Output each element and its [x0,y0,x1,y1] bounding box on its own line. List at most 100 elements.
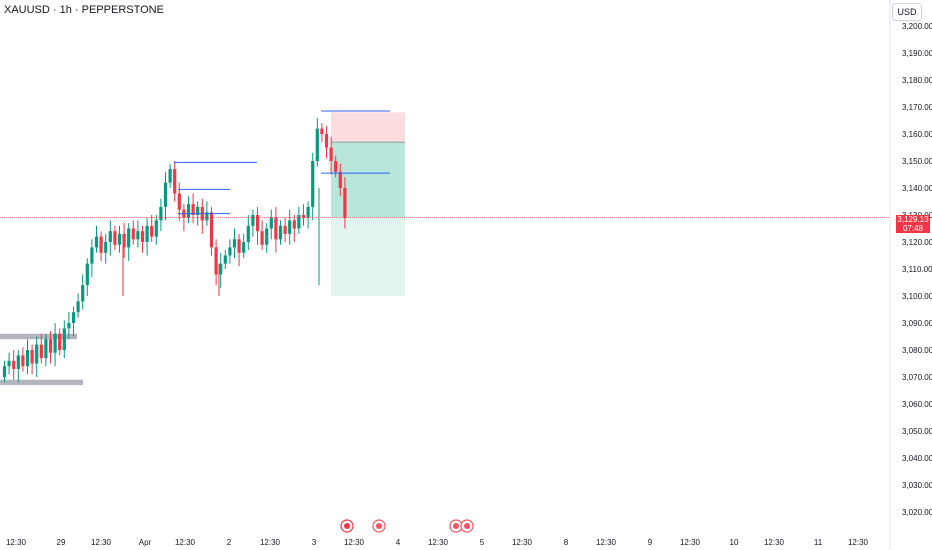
y-tick-label: 3,030.00 [902,481,932,490]
x-tick-label: 12:30 [764,538,785,547]
candle-body [246,225,250,242]
lightning-icon-dot [344,523,350,529]
candle-body [196,206,200,215]
candle-body [209,212,214,248]
candle-body [173,169,177,194]
candle-body [62,328,66,350]
candle-body [214,247,218,275]
candle-body [7,360,11,367]
y-tick-label: 3,060.00 [902,400,932,409]
candle-body [113,231,117,245]
currency-selector[interactable]: USD [892,3,922,21]
x-tick-label: 12:30 [6,538,27,547]
candle-body [269,217,273,229]
x-tick-label: 12:30 [91,538,112,547]
candle-body [219,263,223,275]
x-tick-label: 10 [730,538,739,547]
candle-body [21,355,25,367]
candle-body [223,255,227,264]
countdown-value: 07:48 [902,224,924,233]
us-flag-icon-dot [376,523,382,529]
candle-body [39,344,43,359]
y-tick-label: 3,090.00 [902,319,932,328]
support-zone[interactable] [0,379,83,386]
x-tick-label: 11 [814,538,823,547]
candle-body [122,233,126,248]
x-tick-label: 12:30 [848,538,869,547]
y-tick-label: 3,110.00 [902,265,932,274]
candle-body [251,215,255,226]
x-tick-label: 5 [480,538,485,547]
candle-body [53,333,57,353]
candle-body [343,188,347,218]
candle-body [260,231,264,245]
y-tick-label: 3,050.00 [902,427,932,436]
candle-body [315,128,319,161]
candle-body [76,301,80,313]
candle-body [237,239,241,253]
candle-body [117,233,122,245]
candle-body [81,285,85,302]
us-flag-icon-dot [464,523,470,529]
candle-body [334,161,338,172]
x-tick-label: 12:30 [428,538,449,547]
y-tick-label: 3,160.00 [902,130,932,139]
y-tick-label: 3,080.00 [902,346,932,355]
candle-body [186,204,191,218]
x-tick-label: Apr [139,538,152,547]
candle-body [140,231,145,242]
x-tick-label: 4 [396,538,401,547]
candle-body [274,217,278,240]
x-tick-label: 12:30 [175,538,196,547]
candle-body [30,350,34,364]
candle-body [150,225,154,237]
y-tick-label: 3,150.00 [902,157,932,166]
candle-body [154,220,158,237]
candle-body [108,231,112,242]
candle-body [145,225,149,242]
candle-body [329,147,333,161]
candle-body [12,360,16,369]
current-price-value: 3,129.13 [897,215,929,224]
candle-body [48,339,53,353]
candle-body [265,228,269,245]
profit-zone-remaining[interactable] [331,217,405,296]
candle-body [35,344,39,364]
x-tick-label: 8 [564,538,569,547]
candle-body [168,169,172,183]
candle-body [292,220,296,229]
candle-body [232,239,237,248]
profit-zone-filled[interactable] [331,142,405,218]
candle-body [25,350,30,367]
candle-body [297,215,301,229]
candle-body [94,236,99,248]
y-tick-label: 3,020.00 [902,508,932,517]
x-tick-label: 12:30 [344,538,365,547]
candle-body [159,206,163,221]
candle-body [58,333,62,350]
us-flag-icon-dot [453,523,459,529]
candle-body [191,204,195,215]
candle-body [242,242,246,253]
x-tick-label: 29 [57,538,66,547]
x-tick-label: 3 [312,538,317,547]
candle-body [306,206,310,218]
symbol-title: XAUUSD · 1h · PEPPERSTONE [4,4,164,16]
candle-body [177,193,181,210]
candle-body [127,228,131,248]
y-tick-label: 3,070.00 [902,373,932,382]
candle-body [99,236,103,253]
candle-body [2,366,7,377]
resistance-zone[interactable] [0,333,77,340]
stop-loss-zone[interactable] [331,112,405,143]
candle-body [288,220,292,234]
x-tick-label: 9 [648,538,653,547]
candle-body [205,212,209,221]
y-tick-label: 3,180.00 [902,76,932,85]
candle-body [324,134,329,148]
candle-body [338,171,342,188]
candle-body [163,182,168,207]
candle-body [255,215,260,232]
candle-body [90,247,94,264]
